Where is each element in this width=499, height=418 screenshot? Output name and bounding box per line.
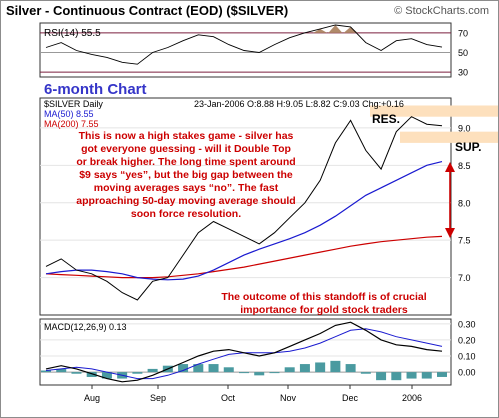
rsi-tick: 30 (458, 68, 468, 78)
macd-histogram-bar (147, 368, 158, 373)
x-tick-label: 2006 (402, 393, 422, 403)
macd-histogram-bar (132, 372, 143, 374)
macd-histogram-bar (56, 368, 67, 373)
macd-histogram-bar (391, 372, 402, 381)
price-line (45, 116, 443, 301)
price-tick: 8.0 (458, 198, 471, 208)
macd-histogram-bar (299, 364, 310, 373)
ma-gap-arrow (445, 162, 455, 238)
x-tick-label: Nov (280, 393, 297, 403)
macd-histogram-bar (101, 372, 112, 379)
rsi-guides (40, 32, 451, 73)
ma50-line (45, 161, 443, 281)
macd-histogram-bar (345, 364, 356, 373)
macd-histogram-bar (71, 372, 82, 374)
macd-line (45, 321, 443, 383)
annotation-main-line: $9 says “yes”, but the big gap between t… (79, 169, 293, 181)
macd-histogram-bar (178, 364, 189, 373)
x-axis-tick-labels: Aug Sep Oct Nov Dec 2006 (84, 385, 422, 403)
price-tick-labels: 9.0 8.5 8.0 7.5 7.0 (458, 123, 471, 283)
section-title: 6-month Chart (44, 81, 147, 98)
macd-histogram-bar (86, 372, 97, 377)
ma50-label: MA(50) 8.55 (44, 109, 94, 119)
macd-tick: 0.20 (458, 335, 476, 345)
macd-histogram-bar (208, 364, 219, 373)
price-tick: 7.0 (458, 273, 471, 283)
rsi-tick-labels: 70 50 30 (458, 28, 468, 77)
support-band (400, 131, 498, 143)
macd-tick: 0.30 (458, 319, 476, 329)
annotation-bottom: The outcome of this standoff is of cruci… (221, 291, 426, 316)
macd-histogram-bar (330, 360, 341, 373)
macd-histogram-bar (239, 372, 249, 374)
rsi-tick: 70 (458, 28, 468, 38)
ma200-label: MA(200) 7.55 (44, 119, 99, 129)
annotation-main-line: got everyone guessing - will it Double T… (81, 143, 291, 155)
macd-histogram-bar (376, 372, 387, 381)
annotation-main-line: approaching 50-day moving average should (76, 195, 295, 207)
macd-label: MACD(12,26,9) 0.13 (44, 322, 127, 332)
price-tick: 8.5 (458, 161, 471, 171)
copyright-text: © StockCharts.com (394, 5, 489, 17)
resistance-label: RES. (372, 112, 400, 126)
quote-label: 23-Jan-2006 O:8.88 H:9.05 L:8.82 C:9.03 … (194, 99, 404, 109)
macd-histogram-bar (315, 362, 326, 373)
macd-histogram-bar (254, 372, 265, 376)
macd-tick: 0.00 (458, 368, 476, 378)
macd-histogram-bar (193, 364, 204, 373)
rsi-panel (39, 22, 452, 78)
annotation-main-line: This is now a high stakes game - silver … (79, 130, 294, 142)
rsi-tick: 50 (458, 48, 468, 58)
macd-histogram-bar (41, 370, 51, 373)
x-tick-label: Aug (84, 393, 100, 403)
annotation-main: This is now a high stakes game - silver … (76, 130, 295, 220)
x-tick-label: Dec (342, 393, 359, 403)
rsi-label: RSI(14) 55.5 (44, 28, 101, 39)
symbol-label: $SILVER Daily (44, 99, 103, 109)
rsi-line (45, 24, 443, 65)
price-panel (39, 97, 452, 316)
x-tick-label: Oct (221, 393, 236, 403)
macd-tick: 0.10 (458, 352, 476, 362)
macd-histogram-bar (421, 372, 432, 379)
macd-histogram-bar (269, 372, 280, 374)
annotation-bottom-line: The outcome of this standoff is of cruci… (221, 291, 426, 303)
macd-histogram-bar (284, 367, 295, 373)
x-tick-label: Sep (150, 393, 166, 403)
annotation-main-line: or break higher. The long time spent aro… (76, 156, 295, 168)
title-bar: Silver - Continuous Contract (EOD) ($SIL… (0, 0, 497, 22)
macd-tick-labels: 0.30 0.20 0.10 0.00 (458, 319, 476, 377)
macd-histogram-bar (437, 372, 447, 377)
price-tick: 9.0 (458, 123, 471, 133)
macd-histogram-bar (360, 372, 371, 374)
price-gridlines (40, 127, 451, 279)
annotation-main-line: soon force resolution. (131, 208, 241, 220)
price-tick: 7.5 (458, 236, 471, 246)
rsi-overbought-fill (313, 24, 358, 33)
macd-histogram-bar (406, 372, 417, 379)
support-label: SUP. (455, 140, 481, 154)
annotation-bottom-line: importance for gold stock traders (240, 304, 408, 316)
resistance-band (370, 105, 498, 117)
ma200-line (45, 235, 443, 279)
annotation-main-line: moving averages says “no”. The fast (94, 182, 279, 194)
chart-title: Silver - Continuous Contract (EOD) ($SIL… (6, 3, 289, 18)
macd-histogram-bar (223, 367, 234, 373)
